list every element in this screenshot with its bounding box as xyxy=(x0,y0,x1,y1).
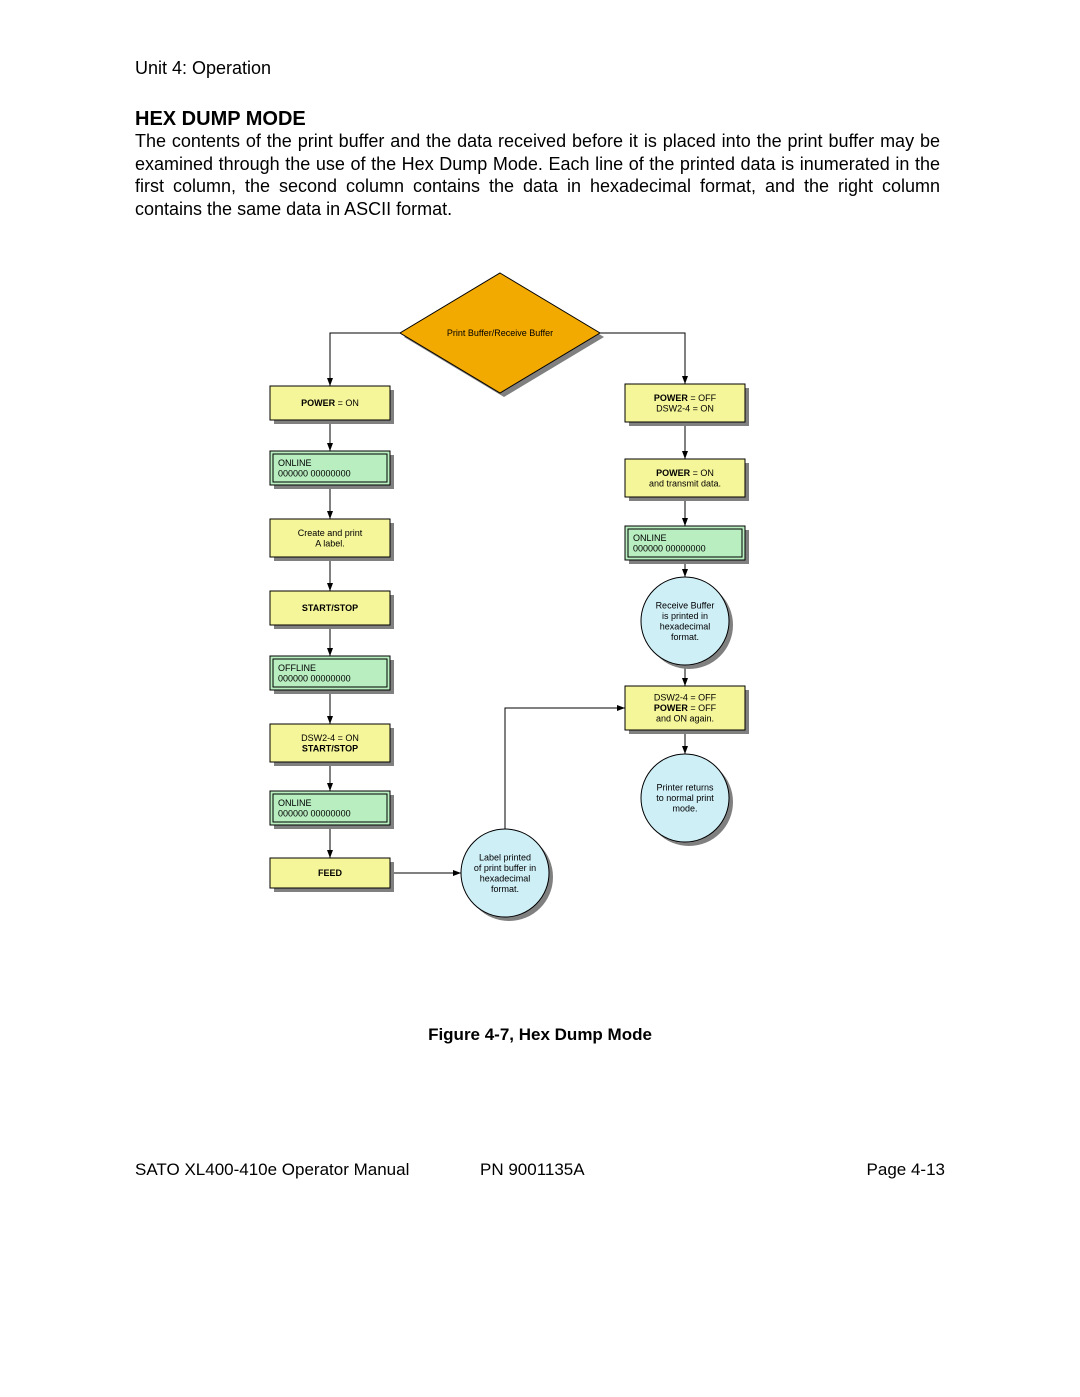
svg-text:000000 00000000: 000000 00000000 xyxy=(278,673,351,683)
footer-left: SATO XL400-410e Operator Manual xyxy=(135,1160,409,1180)
figure-caption: Figure 4-7, Hex Dump Mode xyxy=(0,1025,1080,1045)
svg-text:Create and print: Create and print xyxy=(298,528,363,538)
svg-text:ONLINE: ONLINE xyxy=(633,533,667,543)
svg-text:to normal print: to normal print xyxy=(656,793,714,803)
svg-text:Label printed: Label printed xyxy=(479,852,531,862)
svg-text:DSW2-4 = ON: DSW2-4 = ON xyxy=(301,733,359,743)
svg-text:START/STOP: START/STOP xyxy=(302,743,358,753)
page-header-unit: Unit 4: Operation xyxy=(135,58,271,79)
svg-text:000000 00000000: 000000 00000000 xyxy=(278,468,351,478)
svg-text:hexadecimal: hexadecimal xyxy=(660,621,711,631)
svg-text:of print buffer in: of print buffer in xyxy=(474,863,536,873)
svg-text:Print Buffer/Receive Buffer: Print Buffer/Receive Buffer xyxy=(447,328,553,338)
svg-text:Receive Buffer: Receive Buffer xyxy=(656,600,715,610)
svg-text:A label.: A label. xyxy=(315,538,345,548)
svg-text:mode.: mode. xyxy=(672,804,697,814)
svg-text:and transmit data.: and transmit data. xyxy=(649,478,721,488)
svg-text:DSW2-4 = OFF: DSW2-4 = OFF xyxy=(654,693,717,703)
svg-text:POWER = ON: POWER = ON xyxy=(656,468,714,478)
svg-text:START/STOP: START/STOP xyxy=(302,603,358,613)
svg-text:OFFLINE: OFFLINE xyxy=(278,663,316,673)
svg-text:POWER = OFF: POWER = OFF xyxy=(654,393,717,403)
svg-text:000000 00000000: 000000 00000000 xyxy=(278,808,351,818)
section-body: The contents of the print buffer and the… xyxy=(135,130,940,220)
svg-text:ONLINE: ONLINE xyxy=(278,458,312,468)
svg-text:POWER = OFF: POWER = OFF xyxy=(654,703,717,713)
svg-text:Printer returns: Printer returns xyxy=(656,783,714,793)
svg-text:and ON again.: and ON again. xyxy=(656,714,714,724)
svg-text:POWER = ON: POWER = ON xyxy=(301,398,359,408)
footer-mid: PN 9001135A xyxy=(480,1160,585,1180)
svg-text:FEED: FEED xyxy=(318,868,343,878)
svg-text:000000 00000000: 000000 00000000 xyxy=(633,543,706,553)
svg-text:DSW2-4 = ON: DSW2-4 = ON xyxy=(656,403,714,413)
svg-text:ONLINE: ONLINE xyxy=(278,798,312,808)
svg-text:format.: format. xyxy=(491,884,519,894)
flowchart-diagram: Print Buffer/Receive Buffer POWER = ON ONL… xyxy=(130,243,950,963)
section-title: HEX DUMP MODE xyxy=(135,108,306,131)
svg-text:hexadecimal: hexadecimal xyxy=(480,873,531,883)
footer-right: Page 4-13 xyxy=(867,1160,945,1180)
svg-text:is printed in: is printed in xyxy=(662,611,708,621)
svg-text:format.: format. xyxy=(671,632,699,642)
